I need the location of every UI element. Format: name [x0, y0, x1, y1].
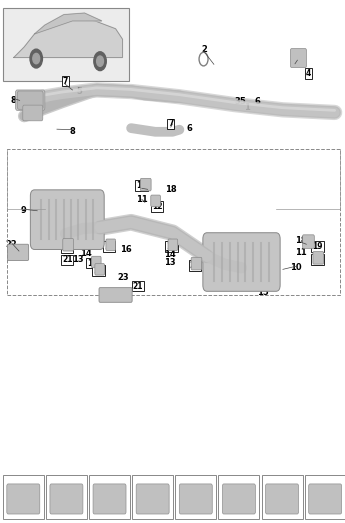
- Text: 18: 18: [165, 185, 177, 194]
- Text: 9: 9: [21, 206, 26, 215]
- Text: 20: 20: [190, 261, 200, 270]
- FancyBboxPatch shape: [99, 288, 132, 302]
- FancyBboxPatch shape: [179, 484, 212, 514]
- Circle shape: [94, 52, 106, 71]
- Text: 19: 19: [136, 181, 147, 190]
- Text: 8: 8: [70, 127, 75, 136]
- Text: 17: 17: [93, 266, 104, 275]
- Text: 5: 5: [239, 97, 246, 106]
- Text: 7: 7: [266, 479, 272, 487]
- Text: 21: 21: [133, 281, 143, 291]
- Text: 1: 1: [244, 103, 250, 112]
- FancyBboxPatch shape: [16, 90, 45, 110]
- Text: 20: 20: [50, 479, 61, 487]
- FancyBboxPatch shape: [223, 484, 255, 514]
- Bar: [89, 475, 130, 519]
- Text: 3: 3: [235, 97, 240, 106]
- Text: 11: 11: [41, 195, 52, 204]
- FancyBboxPatch shape: [17, 91, 43, 109]
- FancyBboxPatch shape: [93, 484, 126, 514]
- Text: 6: 6: [254, 97, 260, 106]
- Text: 17: 17: [137, 479, 147, 487]
- Text: 10: 10: [290, 263, 302, 272]
- Bar: [3, 475, 44, 519]
- FancyBboxPatch shape: [8, 244, 29, 260]
- Text: 14: 14: [257, 280, 269, 290]
- Text: 7: 7: [168, 119, 174, 129]
- Circle shape: [30, 49, 42, 68]
- FancyBboxPatch shape: [151, 195, 160, 207]
- Text: 15: 15: [41, 217, 52, 226]
- Text: 8: 8: [10, 96, 16, 105]
- Bar: [7, 149, 340, 295]
- FancyBboxPatch shape: [191, 257, 202, 270]
- Text: 21: 21: [62, 255, 72, 265]
- Text: 14: 14: [80, 248, 91, 258]
- FancyBboxPatch shape: [168, 239, 178, 251]
- Text: 3: 3: [295, 54, 300, 63]
- Text: 5: 5: [76, 86, 82, 96]
- FancyBboxPatch shape: [266, 484, 298, 514]
- Text: 15: 15: [180, 479, 190, 487]
- Text: 11: 11: [136, 195, 147, 204]
- Text: 13: 13: [257, 273, 269, 282]
- FancyBboxPatch shape: [30, 190, 104, 249]
- Text: 2: 2: [201, 45, 208, 54]
- Text: 4: 4: [305, 69, 311, 78]
- Text: 12: 12: [152, 202, 162, 211]
- Text: 17: 17: [87, 258, 98, 268]
- Text: 11: 11: [295, 247, 307, 257]
- Text: 15: 15: [257, 288, 269, 297]
- Text: 21: 21: [7, 479, 18, 487]
- FancyBboxPatch shape: [313, 252, 324, 264]
- FancyBboxPatch shape: [7, 484, 40, 514]
- Bar: [132, 475, 173, 519]
- FancyBboxPatch shape: [203, 233, 280, 291]
- FancyBboxPatch shape: [290, 49, 306, 67]
- Bar: [218, 475, 259, 519]
- FancyBboxPatch shape: [140, 178, 151, 191]
- Text: 16: 16: [120, 245, 132, 254]
- Text: 15: 15: [104, 242, 115, 252]
- Text: 12: 12: [312, 255, 323, 264]
- Bar: [305, 475, 345, 519]
- FancyBboxPatch shape: [303, 235, 314, 248]
- Bar: [3, 8, 129, 81]
- Text: 19: 19: [312, 242, 323, 252]
- Text: 14: 14: [41, 210, 52, 219]
- Text: 13: 13: [72, 255, 83, 265]
- FancyBboxPatch shape: [95, 264, 105, 275]
- Bar: [175, 475, 216, 519]
- Text: 12: 12: [223, 479, 233, 487]
- Polygon shape: [14, 18, 122, 58]
- Text: 22: 22: [6, 240, 17, 249]
- Text: 6: 6: [187, 123, 193, 133]
- FancyBboxPatch shape: [63, 238, 73, 251]
- Text: 15: 15: [166, 242, 177, 252]
- Text: 11: 11: [257, 266, 269, 275]
- FancyBboxPatch shape: [136, 484, 169, 514]
- FancyBboxPatch shape: [23, 105, 43, 121]
- Text: 20: 20: [62, 243, 72, 252]
- Text: 19: 19: [93, 479, 104, 487]
- Text: 18: 18: [295, 236, 307, 245]
- Ellipse shape: [31, 194, 104, 246]
- FancyBboxPatch shape: [309, 484, 342, 514]
- Polygon shape: [34, 13, 102, 34]
- Bar: [262, 475, 303, 519]
- Circle shape: [97, 56, 104, 66]
- Text: 4: 4: [309, 479, 314, 487]
- Text: 23: 23: [118, 272, 129, 282]
- FancyBboxPatch shape: [106, 239, 116, 251]
- Text: 13: 13: [164, 257, 176, 267]
- Bar: [46, 475, 87, 519]
- Text: 14: 14: [164, 250, 176, 259]
- FancyBboxPatch shape: [91, 256, 101, 268]
- Circle shape: [33, 53, 40, 64]
- FancyBboxPatch shape: [50, 484, 83, 514]
- Text: 7: 7: [63, 76, 68, 86]
- Text: 13: 13: [41, 202, 52, 212]
